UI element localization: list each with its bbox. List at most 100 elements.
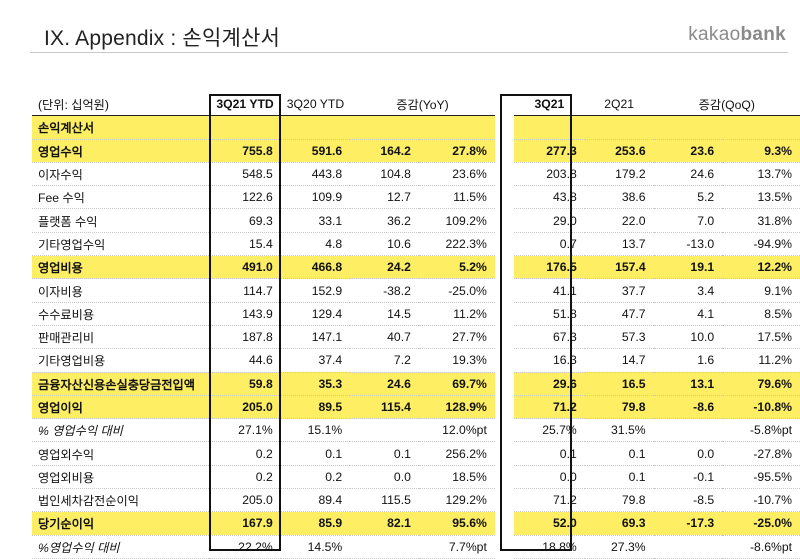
table-row: 법인세차감전순이익 205.0 89.4 115.5 129.2% 71.2 79.8 -8.… <box>32 488 800 513</box>
cell-value: 13.5% <box>722 185 800 210</box>
unit-label: (단위: 십억원) <box>32 93 210 117</box>
cell-value: 19.1 <box>653 255 723 280</box>
cell-value <box>653 535 723 559</box>
cell-value: -8.5 <box>653 488 723 513</box>
spacer <box>494 93 514 116</box>
spacer <box>494 535 514 559</box>
cell-value: 203.8 <box>514 162 585 187</box>
cell-value: 0.2 <box>209 465 281 490</box>
cell-value: 205.0 <box>209 395 281 420</box>
spacer <box>494 325 514 349</box>
cell-value: 37.7 <box>584 278 654 303</box>
cell-value: 591.6 <box>280 139 351 163</box>
cell-value: 0.1 <box>584 441 654 466</box>
cell-value: 38.6 <box>584 185 654 210</box>
page-title: IX. Appendix : 손익계산서 <box>44 27 281 50</box>
cell-value: -94.9% <box>722 232 800 257</box>
cell-value: 0.1 <box>350 441 419 466</box>
cell-value: 755.8 <box>209 139 281 163</box>
col-header-2q21: 2Q21 <box>584 93 654 117</box>
cell-value: 9.3% <box>722 139 800 163</box>
row-label: 플랫폼 수익 <box>32 208 210 233</box>
cell-value: 10.6 <box>350 232 419 257</box>
cell-value: 29.0 <box>514 208 585 233</box>
cell-value: 12.7 <box>350 185 419 210</box>
cell-value: -25.0% <box>418 278 495 303</box>
table-row: 금융자산신용손실충당금전입액 59.8 35.3 24.6 69.7% 29.6 16.5 1… <box>32 372 800 396</box>
cell-value: 24.2 <box>350 255 419 280</box>
cell-value: 104.8 <box>350 162 419 187</box>
cell-value: 0.0 <box>653 441 723 466</box>
row-label: 법인세차감전순이익 <box>32 488 210 513</box>
cell-value: 0.1 <box>280 441 351 466</box>
cell-value: 25.7% <box>514 418 585 443</box>
cell-value: 27.3% <box>584 535 654 559</box>
kakaobank-logo: kakaobank <box>688 24 786 46</box>
cell-value: 5.2 <box>653 185 723 210</box>
cell-value: 12.2% <box>722 255 800 280</box>
cell-value: -95.5% <box>722 465 800 490</box>
cell-value: 4.1 <box>653 302 723 326</box>
cell-value: 11.2% <box>418 302 495 326</box>
cell-value: 31.8% <box>722 208 800 233</box>
cell-value: 27.1% <box>209 418 281 443</box>
spacer <box>494 372 514 396</box>
row-label: 금융자산신용손실충당금전입액 <box>32 372 210 396</box>
table-row: 이자비용 114.7 152.9 -38.2 -25.0% 41.1 37.7 3.4 9.1% <box>32 278 800 303</box>
cell-value: 7.0 <box>653 208 723 233</box>
title-divider <box>30 52 788 53</box>
row-label: 이자비용 <box>32 278 210 303</box>
cell-value: 7.2 <box>350 348 419 373</box>
cell-value: 443.8 <box>280 162 351 187</box>
row-label: 기타영업수익 <box>32 232 210 257</box>
logo-text-light: kakao <box>688 24 741 45</box>
cell-value: 0.1 <box>584 465 654 490</box>
cell-value: 129.4 <box>280 302 351 326</box>
cell-value: 491.0 <box>209 255 281 280</box>
table-row: 영업수익 755.8 591.6 164.2 27.8% 277.3 253.6 23.6 9.… <box>32 139 800 163</box>
row-label: 기타영업비용 <box>32 348 210 373</box>
cell-value: -10.7% <box>722 488 800 513</box>
cell-value: 0.0 <box>514 465 585 490</box>
cell-value: 115.4 <box>350 395 419 420</box>
spacer <box>494 255 514 279</box>
cell-value: 109.2% <box>418 208 495 233</box>
cell-value: 31.5% <box>584 418 654 443</box>
cell-value: 14.7 <box>584 348 654 373</box>
cell-value: 15.4 <box>209 232 281 257</box>
cell-value: 82.1 <box>350 511 419 536</box>
cell-value: 128.9% <box>418 395 495 420</box>
section-label: 손익계산서 <box>32 115 210 140</box>
row-label: 영업외수익 <box>32 441 210 466</box>
cell-value: 13.7% <box>722 162 800 187</box>
cell-value: 13.1 <box>653 372 723 396</box>
row-label: 영업수익 <box>32 139 210 163</box>
cell-value: 79.8 <box>584 395 654 420</box>
cell-value: 17.5% <box>722 325 800 350</box>
cell-value: 129.2% <box>418 488 495 513</box>
cell-value <box>350 535 419 559</box>
cell-value: 12.0%pt <box>418 418 495 443</box>
cell-value: 44.6 <box>209 348 281 373</box>
cell-value: 57.3 <box>584 325 654 350</box>
cell-value: 9.1% <box>722 278 800 303</box>
cell-value: 27.8% <box>418 139 495 163</box>
cell-value: 179.2 <box>584 162 654 187</box>
row-label: 이자수익 <box>32 162 210 187</box>
row-label: 영업비용 <box>32 255 210 280</box>
col-header-qoq: 증감(QoQ) <box>653 93 800 117</box>
cell-value: 59.8 <box>209 372 281 396</box>
cell-value: 22.0 <box>584 208 654 233</box>
cell-value: -8.6 <box>653 395 723 420</box>
cell-value: 24.6 <box>653 162 723 187</box>
cell-value: -13.0 <box>653 232 723 257</box>
cell-value: 16.3 <box>514 348 585 373</box>
cell-value: 157.4 <box>584 255 654 280</box>
cell-value: 152.9 <box>280 278 351 303</box>
cell-value: 16.5 <box>584 372 654 396</box>
table-row: 플랫폼 수익 69.3 33.1 36.2 109.2% 29.0 22.0 7.0 31.8% <box>32 208 800 233</box>
cell-value: 4.8 <box>280 232 351 257</box>
cell-value: 10.0 <box>653 325 723 350</box>
table-row: 수수료비용 143.9 129.4 14.5 11.2% 51.8 47.7 4.1 8.5% <box>32 302 800 326</box>
cell-value: 69.3 <box>209 208 281 233</box>
